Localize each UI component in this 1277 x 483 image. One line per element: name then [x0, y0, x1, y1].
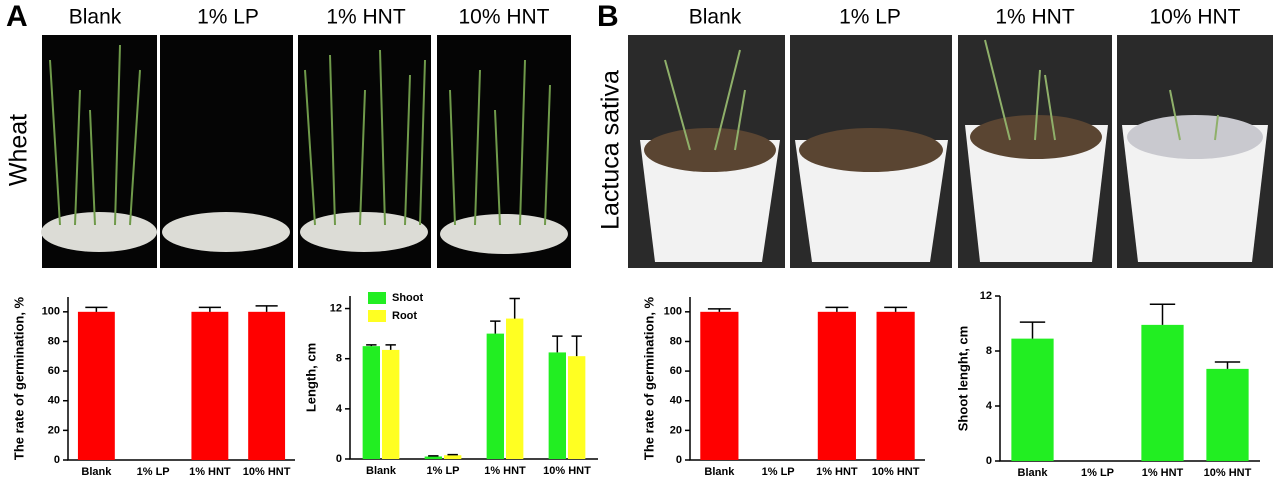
y-tick-label: 80: [670, 335, 682, 347]
y-axis-label: The rate of germination, %: [11, 296, 26, 460]
error-bar: [884, 306, 908, 312]
error-bar: [490, 320, 501, 334]
x-tick-label: 1% HNT: [816, 466, 858, 478]
y-tick-label: 0: [986, 455, 992, 467]
x-tick-label: 10% HNT: [543, 465, 591, 477]
error-bar: [198, 306, 221, 312]
error-bar: [385, 344, 396, 350]
bar: [548, 352, 566, 459]
y-tick-label: 60: [48, 365, 60, 377]
panel-label: B: [597, 0, 619, 33]
bar: [817, 311, 856, 460]
error-bar: [707, 308, 731, 312]
y-axis-label: Length, cm: [303, 343, 318, 412]
x-tick-label: 10% HNT: [243, 466, 291, 478]
y-axis-label: The rate of germination, %: [641, 296, 656, 460]
y-tick-label: 40: [48, 395, 60, 407]
error-bar: [1019, 321, 1046, 339]
bar: [568, 356, 586, 459]
legend-swatch: [368, 292, 386, 304]
bar: [248, 311, 286, 460]
y-tick-label: 12: [980, 290, 992, 302]
error-bar: [552, 335, 563, 353]
y-tick-label: 0: [336, 453, 342, 465]
x-tick-label: 1% HNT: [484, 465, 526, 477]
x-tick-label: 1% LP: [1081, 467, 1114, 479]
x-tick-label: 1% LP: [762, 466, 795, 478]
bar: [1141, 324, 1184, 461]
error-bar: [255, 305, 278, 312]
legend-label: Shoot: [392, 292, 423, 304]
x-tick-label: Blank: [1018, 467, 1049, 479]
y-tick-label: 20: [670, 424, 682, 436]
column-label: Blank: [69, 6, 122, 29]
y-tick-label: 4: [336, 403, 343, 415]
legend-swatch: [368, 310, 386, 322]
y-tick-label: 0: [676, 454, 682, 466]
error-bar: [1149, 303, 1176, 325]
column-label: 1% HNT: [326, 6, 406, 29]
error-bar: [825, 306, 849, 312]
y-tick-label: 8: [336, 353, 342, 365]
bar: [382, 349, 400, 459]
x-tick-label: 10% HNT: [1204, 467, 1252, 479]
legend-label: Root: [392, 310, 417, 322]
error-bar: [1214, 361, 1241, 369]
error-bar: [447, 453, 458, 456]
column-label: 10% HNT: [458, 6, 549, 29]
y-tick-label: 80: [48, 335, 60, 347]
bar: [362, 346, 380, 459]
bar: [486, 333, 504, 459]
x-tick-label: 1% LP: [426, 465, 459, 477]
photos-a: [41, 35, 571, 268]
y-tick-label: 40: [670, 395, 682, 407]
bar: [506, 318, 524, 459]
x-tick-label: 10% HNT: [872, 466, 920, 478]
column-label: 10% HNT: [1149, 6, 1240, 29]
bar: [876, 311, 915, 460]
error-bar: [509, 297, 520, 319]
x-tick-label: Blank: [81, 466, 112, 478]
y-tick-label: 100: [664, 306, 682, 318]
x-tick-label: 1% LP: [137, 466, 170, 478]
x-tick-label: Blank: [366, 465, 397, 477]
column-label: 1% HNT: [995, 6, 1075, 29]
y-tick-label: 60: [670, 365, 682, 377]
panel-label: A: [6, 0, 28, 33]
column-label: 1% LP: [839, 6, 901, 29]
y-tick-label: 8: [986, 345, 992, 357]
bar: [424, 456, 442, 459]
bar: [700, 311, 739, 460]
row-label: Lactuca sativa: [597, 70, 625, 230]
x-tick-label: 1% HNT: [189, 466, 231, 478]
y-tick-label: 20: [48, 424, 60, 436]
bar: [1011, 338, 1054, 461]
bar: [191, 311, 229, 460]
y-tick-label: 4: [986, 400, 993, 412]
y-tick-label: 0: [54, 454, 60, 466]
bar: [77, 311, 115, 460]
x-tick-label: Blank: [704, 466, 735, 478]
y-tick-label: 12: [330, 302, 342, 314]
error-bar: [428, 455, 439, 457]
row-label: Wheat: [5, 114, 33, 186]
bar: [1206, 368, 1249, 461]
bar: [444, 455, 462, 459]
column-label: Blank: [689, 6, 742, 29]
error-bar: [85, 306, 108, 312]
x-tick-label: 1% HNT: [1142, 467, 1184, 479]
photos-b: [628, 35, 1273, 268]
y-tick-label: 100: [42, 306, 60, 318]
y-axis-label: Shoot lenght, cm: [955, 326, 970, 431]
error-bar: [366, 344, 377, 347]
error-bar: [571, 335, 582, 357]
column-label: 1% LP: [197, 6, 259, 29]
